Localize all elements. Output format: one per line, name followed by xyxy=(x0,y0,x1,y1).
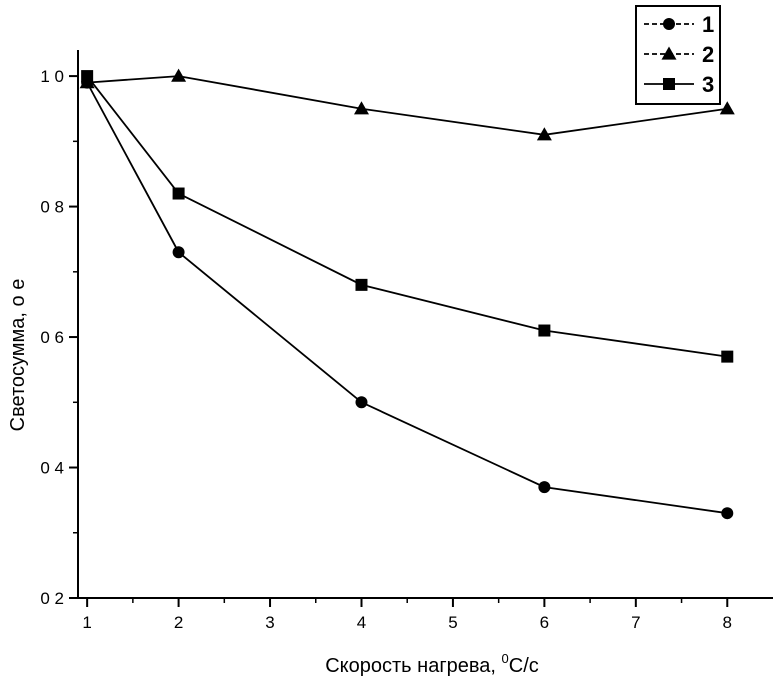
data-point xyxy=(719,101,735,115)
legend-label: 1 xyxy=(702,12,714,37)
axes: 1 2 3 4 5 6 7 8 0 2 0 4 0 6 0 8 1 0 xyxy=(40,50,773,632)
legend-marker xyxy=(663,78,675,90)
data-point xyxy=(171,68,187,82)
x-tick-label: 2 xyxy=(174,613,183,632)
series-3 xyxy=(81,70,734,363)
x-tick-label: 6 xyxy=(540,613,549,632)
data-point xyxy=(353,101,369,115)
y-tick-label: 0 8 xyxy=(40,198,64,217)
legend-item: 2 xyxy=(644,42,714,67)
y-tick-label: 0 2 xyxy=(40,589,64,608)
data-point xyxy=(172,246,185,259)
legend-marker xyxy=(661,46,677,60)
data-point xyxy=(721,350,734,363)
series-line xyxy=(87,75,728,136)
x-tick-label: 1 xyxy=(82,613,91,632)
y-axis-title: Светосумма, о е xyxy=(7,279,29,432)
data-point xyxy=(721,507,734,520)
series-line xyxy=(86,82,728,515)
series-layer xyxy=(79,68,735,520)
data-point xyxy=(536,127,552,141)
x-tick-label: 7 xyxy=(631,613,640,632)
y-tick-label: 1 0 xyxy=(40,67,64,86)
data-point xyxy=(172,187,185,200)
x-tick-label: 5 xyxy=(448,613,457,632)
series-1 xyxy=(81,76,734,520)
legend-item: 3 xyxy=(644,72,714,97)
x-axis-title: Скорость нагрева, 0C/c xyxy=(325,651,539,677)
legend: 1 2 3 xyxy=(635,5,721,105)
data-point xyxy=(538,324,551,337)
y-tick-label: 0 6 xyxy=(40,328,64,347)
legend-label: 3 xyxy=(702,72,714,97)
legend-item: 1 xyxy=(644,12,714,37)
data-point xyxy=(538,481,551,494)
y-tick-label: 0 4 xyxy=(40,459,64,478)
legend-marker xyxy=(663,18,675,30)
x-tick-label: 4 xyxy=(357,613,366,632)
x-tick-label: 3 xyxy=(265,613,274,632)
x-tick-label: 8 xyxy=(723,613,732,632)
data-point xyxy=(355,396,368,409)
data-point xyxy=(355,278,368,291)
data-point xyxy=(81,70,94,83)
legend-label: 2 xyxy=(702,42,714,67)
legend-box xyxy=(635,5,721,105)
series-line xyxy=(86,75,728,358)
